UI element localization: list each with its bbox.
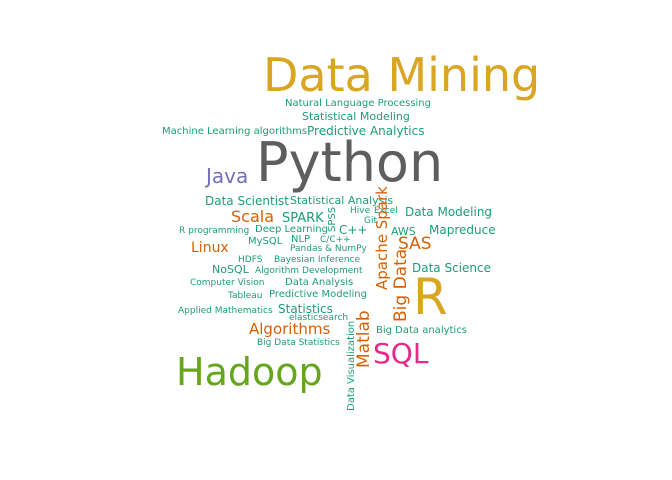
word-machine-learning-algorithms: Machine Learning algorithms bbox=[162, 126, 308, 137]
word-data-modeling: Data Modeling bbox=[405, 205, 493, 219]
word-sas: SAS bbox=[398, 234, 432, 254]
word-r-programming: R programming bbox=[179, 226, 250, 236]
word-data-science: Data Science bbox=[412, 261, 491, 275]
word-mysql: MySQL bbox=[248, 236, 283, 247]
word-algorithms: Algorithms bbox=[249, 320, 331, 338]
word-predictive-analytics: Predictive Analytics bbox=[307, 124, 425, 138]
word-r: R bbox=[413, 268, 448, 326]
word-big-data-statistics: Big Data Statistics bbox=[257, 338, 340, 348]
word-deep-learning: Deep Learning bbox=[255, 224, 328, 235]
word-data-analysis: Data Analysis bbox=[285, 277, 354, 288]
word-statistical-modeling: Statistical Modeling bbox=[302, 110, 410, 123]
word-applied-mathematics: Applied Mathematics bbox=[178, 306, 273, 316]
word-sql: SQL bbox=[373, 337, 429, 370]
word-apache-spark: Apache Spark bbox=[373, 186, 391, 290]
word-hive: Hive bbox=[350, 206, 371, 216]
word-scala: Scala bbox=[231, 207, 275, 226]
word-spss: SPSS bbox=[327, 206, 338, 232]
word-big-data-analytics: Big Data analytics bbox=[376, 325, 467, 336]
word-predictive-modeling: Predictive Modeling bbox=[269, 289, 367, 300]
word-elasticsearch: elasticsearch bbox=[289, 313, 349, 323]
word-mapreduce: Mapreduce bbox=[429, 223, 496, 237]
word-hadoop: Hadoop bbox=[176, 350, 323, 394]
word-statistics: Statistics bbox=[278, 302, 333, 316]
word-bayesian-inference: Bayesian Inference bbox=[274, 255, 361, 265]
word-big-data: Big Data bbox=[391, 248, 411, 322]
word-cpp: C++ bbox=[339, 223, 368, 237]
word-linux: Linux bbox=[191, 240, 229, 256]
word-c-cpp: C/C++ bbox=[320, 235, 351, 245]
word-spark: SPARK bbox=[282, 211, 324, 226]
word-git: Git bbox=[364, 216, 378, 226]
word-statistical-analysis: Statistical Analysis bbox=[290, 194, 394, 207]
word-data-scientist: Data Scientist bbox=[205, 194, 289, 208]
word-aws: AWS bbox=[391, 225, 416, 238]
word-java: Java bbox=[206, 164, 249, 188]
word-data-visualization: Data Visualization bbox=[346, 320, 357, 411]
word-hdfs: HDFS bbox=[238, 255, 263, 265]
word-excel: Excel bbox=[374, 206, 398, 216]
word-matlab: Matlab bbox=[354, 310, 374, 368]
word-nosql: NoSQL bbox=[212, 263, 249, 276]
word-computer-vision: Computer Vision bbox=[190, 278, 265, 288]
word-algorithm-development: Algorithm Development bbox=[255, 266, 363, 276]
word-data-mining: Data Mining bbox=[263, 48, 541, 102]
word-natural-language-processing: Natural Language Processing bbox=[285, 98, 431, 109]
word-python: Python bbox=[256, 131, 444, 194]
word-tableau: Tableau bbox=[228, 291, 263, 301]
word-pandas-numpy: Pandas & NumPy bbox=[290, 244, 367, 254]
word-nlp: NLP bbox=[291, 234, 311, 245]
